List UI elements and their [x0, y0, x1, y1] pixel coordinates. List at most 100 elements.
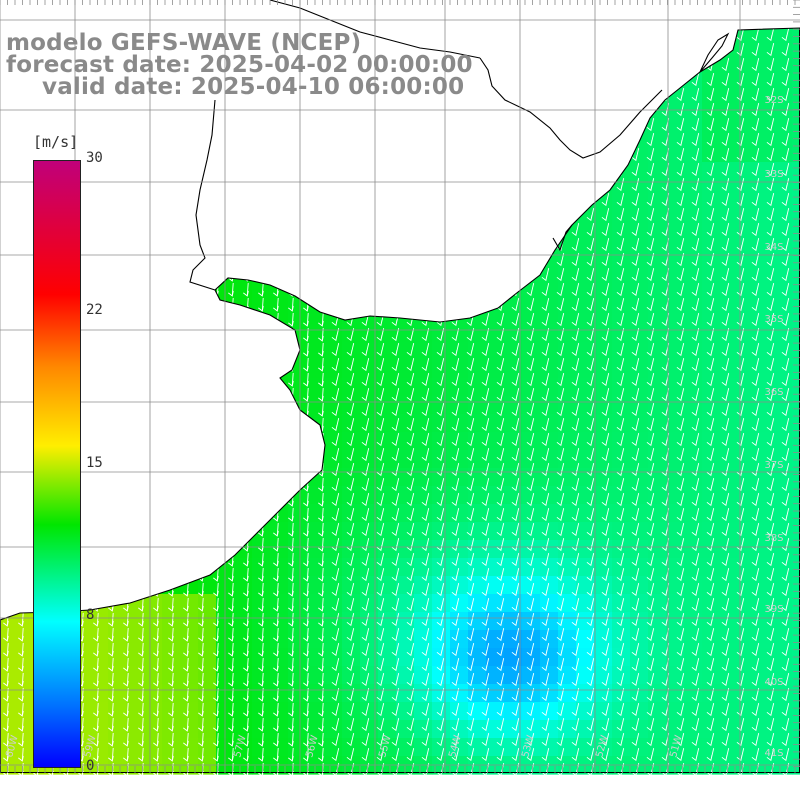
wind-arrow: [18, 627, 24, 642]
wind-arrow: [676, 582, 685, 597]
wind-arrow: [676, 702, 685, 717]
wind-speed-cell: [324, 648, 343, 667]
wind-arrow: [556, 627, 565, 642]
wind-arrow: [616, 612, 625, 627]
wind-speed-cell: [360, 342, 379, 361]
wind-arrow: [766, 297, 775, 312]
wind-speed-cell: [450, 684, 469, 703]
wind-speed-cell: [594, 288, 613, 307]
wind-speed-cell: [792, 36, 800, 55]
wind-speed-cell: [342, 558, 361, 577]
wind-arrow: [376, 447, 385, 462]
wind-arrow: [526, 342, 535, 357]
wind-arrow: [691, 417, 700, 432]
wind-arrow: [153, 717, 159, 732]
wind-speed-cell: [468, 432, 487, 451]
wind-arrow: [288, 582, 294, 597]
wind-speed-cell: [648, 414, 667, 433]
wind-speed-cell: [162, 612, 181, 631]
wind-arrow: [526, 717, 535, 732]
wind-arrow: [766, 372, 775, 387]
wind-arrow: [346, 612, 355, 627]
wind-arrow: [781, 102, 790, 117]
wind-arrow: [676, 87, 685, 102]
wind-speed-cell: [504, 594, 523, 613]
wind-arrow: [376, 657, 385, 672]
wind-arrow: [123, 642, 129, 657]
wind-speed-cell: [756, 72, 775, 91]
wind-arrow: [646, 177, 655, 192]
wind-arrow: [273, 297, 279, 312]
wind-speed-cell: [450, 612, 469, 631]
wind-arrow: [781, 387, 790, 402]
wind-arrow: [766, 132, 775, 147]
wind-speed-cell: [522, 306, 541, 325]
wind-speed-cell: [378, 612, 397, 631]
wind-arrow: [318, 582, 324, 597]
wind-arrow: [406, 357, 415, 372]
wind-speed-cell: [576, 522, 595, 541]
wind-arrow: [541, 582, 550, 597]
wind-speed-cell: [450, 594, 469, 613]
wind-arrow: [273, 597, 279, 612]
wind-arrow: [601, 297, 610, 312]
wind-speed-cell: [378, 558, 397, 577]
wind-speed-cell: [450, 468, 469, 487]
wind-speed-cell: [774, 144, 793, 163]
wind-speed-cell: [288, 648, 307, 667]
wind-speed-cell: [702, 576, 721, 595]
wind-arrow: [213, 612, 219, 627]
wind-arrow: [541, 612, 550, 627]
wind-arrow: [243, 627, 249, 642]
wind-speed-cell: [414, 738, 433, 757]
wind-speed-cell: [684, 216, 703, 235]
wind-arrow: [183, 672, 189, 687]
wind-arrow: [496, 342, 505, 357]
wind-arrow: [766, 642, 775, 657]
wind-arrow: [676, 207, 685, 222]
wind-arrow: [586, 342, 595, 357]
wind-speed-cell: [378, 504, 397, 523]
wind-arrow: [571, 612, 580, 627]
wind-arrow: [436, 342, 445, 357]
wind-arrow: [766, 342, 775, 357]
wind-arrow: [691, 402, 700, 417]
wind-arrow: [721, 552, 730, 567]
wind-arrow: [616, 282, 625, 297]
wind-speed-cell: [666, 288, 685, 307]
wind-speed-cell: [792, 198, 800, 217]
wind-speed-cell: [558, 486, 577, 505]
wind-arrow: [691, 117, 700, 132]
wind-arrow: [481, 672, 490, 687]
wind-arrow: [406, 747, 415, 762]
wind-speed-cell: [522, 504, 541, 523]
wind-arrow: [766, 282, 775, 297]
wind-arrow: [751, 612, 760, 627]
wind-arrow: [691, 237, 700, 252]
wind-arrow: [376, 552, 385, 567]
wind-arrow: [526, 642, 535, 657]
wind-arrow: [781, 627, 790, 642]
wind-arrow: [751, 57, 760, 72]
wind-arrow: [736, 87, 745, 102]
wind-speed-cell: [774, 702, 793, 721]
wind-speed-cell: [504, 306, 523, 325]
wind-arrow: [198, 732, 204, 747]
wind-speed-cell: [360, 594, 379, 613]
wind-arrow: [466, 717, 475, 732]
wind-arrow: [331, 657, 340, 672]
wind-arrow: [721, 642, 730, 657]
wind-arrow: [436, 702, 445, 717]
wind-arrow: [228, 282, 234, 297]
wind-arrow: [288, 747, 294, 762]
wind-arrow: [781, 402, 790, 417]
wind-speed-cell: [792, 540, 800, 559]
wind-speed-cell: [324, 486, 343, 505]
wind-arrow: [676, 612, 685, 627]
wind-speed-cell: [756, 612, 775, 631]
wind-arrow: [736, 42, 745, 57]
wind-arrow: [706, 192, 715, 207]
wind-speed-cell: [504, 360, 523, 379]
wind-arrow: [586, 207, 595, 222]
wind-speed-cell: [162, 702, 181, 721]
